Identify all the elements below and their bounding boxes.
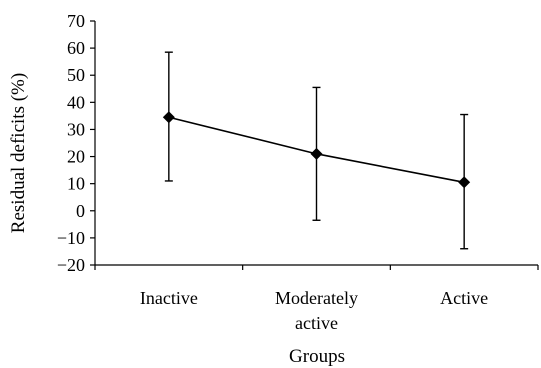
data-point	[310, 147, 323, 160]
y-tick-label: 60	[67, 38, 85, 58]
data-point	[162, 111, 175, 124]
y-tick-label: 10	[67, 174, 85, 194]
y-tick-label: 20	[67, 147, 85, 167]
x-tick-label-line: Active	[440, 288, 488, 308]
x-tick-label: Inactive	[140, 288, 198, 308]
x-tick-label-line: active	[295, 313, 338, 333]
x-tick-label-line: Moderately	[275, 288, 358, 308]
x-tick-label-line: Inactive	[140, 288, 198, 308]
series	[162, 51, 471, 250]
y-axis: 70 60 50 40 30 20 10 0 −10 −20	[57, 11, 96, 275]
x-tick-label: Active	[440, 288, 488, 308]
y-tick-label: −20	[57, 255, 85, 275]
data-point	[458, 176, 471, 189]
y-tick-label: 40	[67, 92, 85, 112]
y-tick-label: 50	[67, 65, 85, 85]
y-tick-label: 30	[67, 119, 85, 139]
x-axis: Inactive Moderately active Active	[94, 264, 539, 333]
x-tick-label: Moderately active	[275, 288, 358, 333]
y-tick-label: 0	[76, 201, 85, 221]
y-axis-label: Residual deficits (%)	[8, 73, 29, 233]
x-axis-label: Groups	[289, 346, 345, 367]
y-tick-label: −10	[57, 228, 85, 248]
y-tick-label: 70	[67, 11, 85, 31]
